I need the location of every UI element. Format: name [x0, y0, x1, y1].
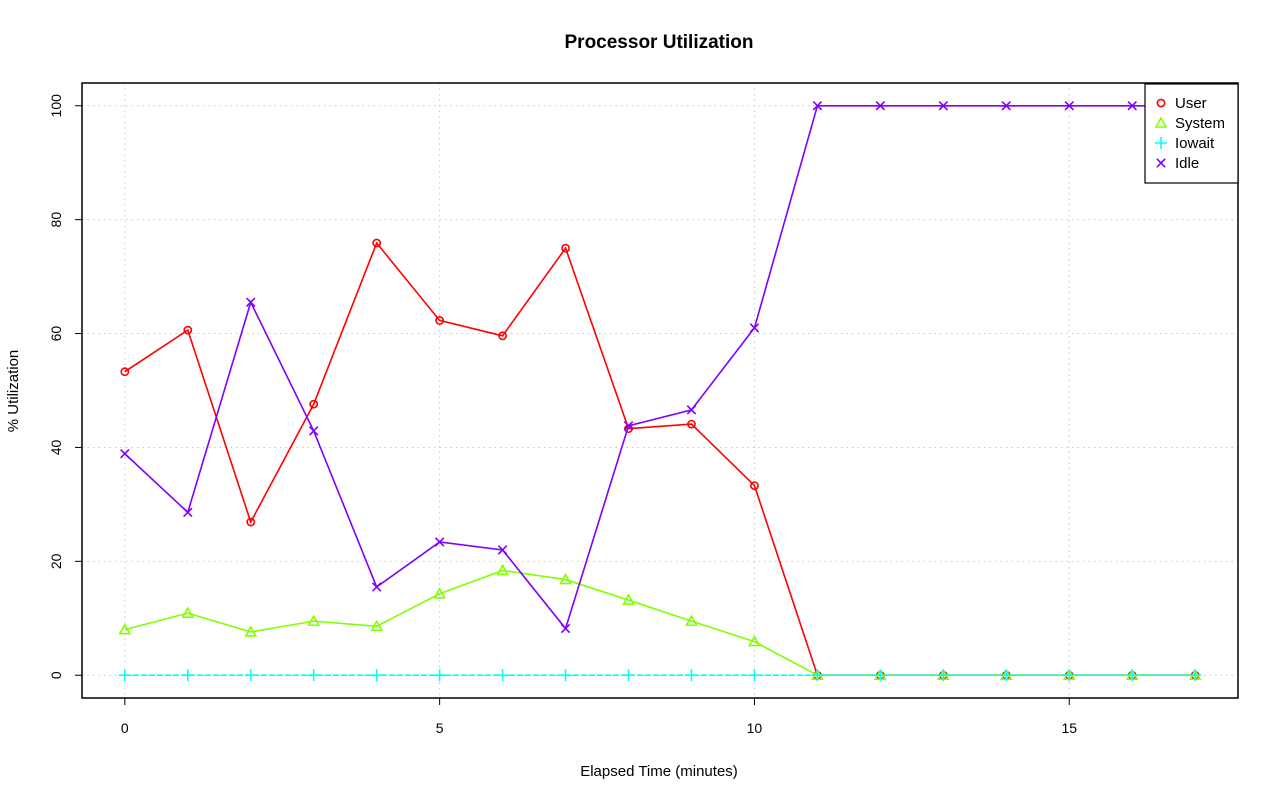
data-point-user — [183, 325, 193, 335]
data-point-system — [748, 634, 761, 647]
data-point-system — [433, 587, 446, 599]
data-point-idle — [938, 101, 949, 111]
data-point-idle — [120, 448, 130, 459]
data-point-idle — [1127, 101, 1137, 111]
data-point-iowait — [1126, 669, 1139, 682]
data-point-iowait — [307, 669, 320, 682]
data-point-idle — [812, 101, 823, 111]
data-point-idle — [183, 507, 193, 518]
series-line-system — [124, 569, 1196, 677]
data-point-user — [687, 419, 696, 429]
legend-label-user: User — [1175, 95, 1207, 112]
legend-marker-iowait — [1155, 137, 1167, 149]
data-point-iowait — [496, 669, 509, 682]
data-point-user — [120, 367, 130, 377]
data-point-iowait — [433, 669, 446, 682]
data-point-iowait — [748, 669, 761, 682]
series-user — [120, 238, 1200, 680]
data-point-system — [685, 614, 698, 626]
legend-item-idle: Idle — [1156, 155, 1199, 172]
grid — [82, 83, 1238, 698]
legend-marker-idle — [1156, 158, 1166, 168]
data-point-idle — [686, 405, 697, 415]
y-axis-label: % Utilization — [5, 350, 22, 433]
data-point-idle — [875, 101, 886, 111]
data-point-iowait — [1000, 669, 1013, 682]
data-point-user — [246, 517, 256, 527]
x-tick-label: 5 — [436, 720, 444, 736]
y-tick-label: 20 — [48, 553, 64, 569]
data-point-system — [307, 614, 321, 626]
legend-label-idle: Idle — [1175, 155, 1199, 172]
data-point-iowait — [181, 669, 194, 682]
y-tick-label: 40 — [48, 439, 64, 455]
data-point-idle — [623, 421, 634, 431]
data-point-idle — [560, 623, 571, 634]
data-point-iowait — [1063, 669, 1076, 682]
data-point-iowait — [1189, 669, 1202, 682]
data-point-iowait — [937, 669, 950, 682]
x-axis-label: Elapsed Time (minutes) — [580, 763, 738, 780]
data-point-user — [435, 316, 445, 325]
y-tick-label: 60 — [48, 326, 64, 342]
data-point-system — [181, 606, 195, 618]
series — [118, 101, 1202, 682]
data-point-idle — [1064, 101, 1075, 111]
axes: 0 5 10 15 0 20 40 60 80 100 — [48, 94, 1077, 736]
series-idle — [120, 101, 1200, 634]
data-point-iowait — [811, 669, 824, 682]
data-point-user — [372, 238, 382, 248]
data-point-iowait — [118, 669, 131, 682]
data-point-idle — [434, 537, 445, 547]
legend-marker-system — [1154, 116, 1168, 128]
legend-box — [1144, 83, 1239, 184]
legend-item-system: System — [1154, 115, 1225, 132]
data-point-system — [559, 572, 572, 585]
data-point-iowait — [244, 669, 257, 682]
series-iowait — [118, 669, 1202, 682]
chart-title: Processor Utilization — [565, 32, 754, 53]
series-line-idle — [124, 104, 1196, 631]
data-point-system — [244, 625, 258, 637]
data-point-iowait — [874, 669, 887, 682]
y-tick-label: 100 — [48, 94, 64, 118]
data-point-idle — [497, 545, 508, 555]
data-point-system — [496, 563, 509, 576]
data-point-idle — [308, 426, 319, 436]
data-point-system — [370, 619, 384, 632]
data-point-system — [622, 593, 635, 605]
legend-label-iowait: Iowait — [1175, 135, 1215, 152]
data-point-iowait — [559, 669, 572, 682]
series-system — [118, 563, 1202, 681]
data-point-iowait — [370, 669, 383, 682]
legend-label-system: System — [1175, 115, 1225, 132]
data-point-idle — [1001, 101, 1012, 111]
x-tick-label: 10 — [747, 720, 763, 736]
legend-item-user: User — [1156, 95, 1207, 112]
data-point-idle — [749, 323, 760, 333]
data-point-user — [561, 243, 570, 253]
data-point-user — [750, 481, 759, 490]
legend-item-iowait: Iowait — [1155, 135, 1215, 152]
legend-marker-user — [1156, 98, 1166, 108]
y-tick-label: 0 — [48, 671, 64, 679]
data-point-system — [118, 623, 132, 635]
x-tick-label: 0 — [121, 720, 129, 736]
data-point-idle — [245, 297, 256, 308]
y-tick-label: 80 — [48, 212, 64, 228]
data-point-idle — [371, 582, 382, 592]
x-tick-label: 15 — [1061, 720, 1077, 736]
data-point-user — [498, 331, 507, 341]
data-point-user — [309, 399, 319, 409]
plot-frame — [81, 82, 1239, 699]
data-point-iowait — [685, 669, 698, 682]
data-point-iowait — [622, 669, 635, 682]
legend: User System Iowait Idle — [1144, 83, 1239, 184]
